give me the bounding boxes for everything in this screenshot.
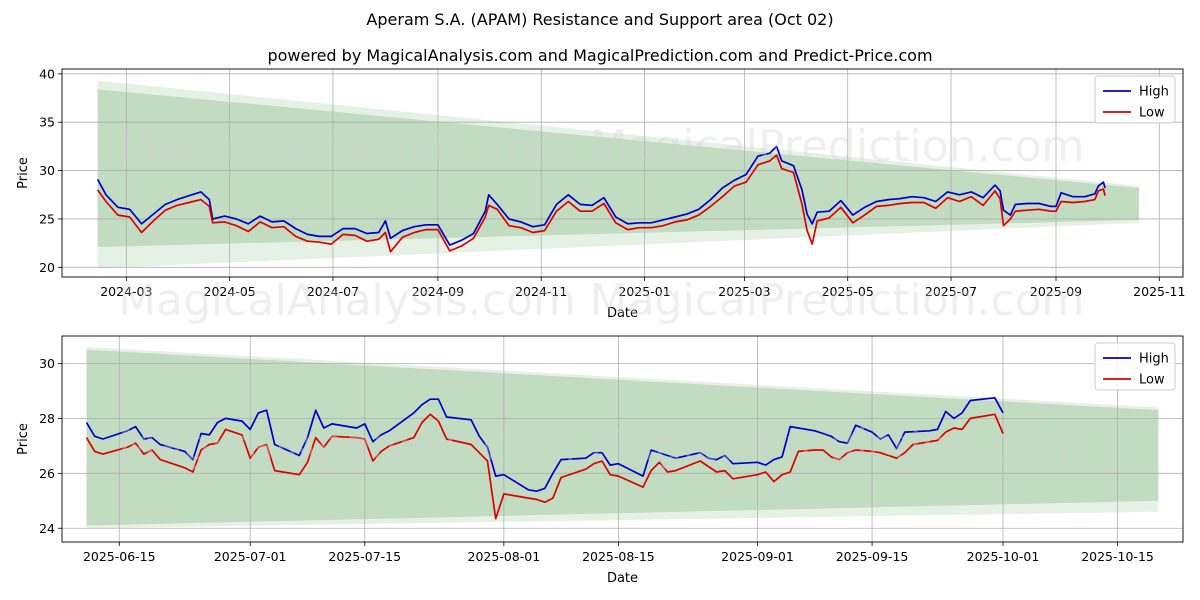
y-tick-label: 30 (39, 163, 55, 178)
series-line-low (96, 154, 1106, 253)
x-tick-label: 2025-09-01 (721, 549, 794, 564)
y-tick-label: 25 (39, 211, 55, 226)
watermark-text: MagicalPrediction.com (590, 275, 1085, 326)
series-line-high (96, 145, 1106, 246)
series-line-low (85, 413, 1004, 520)
watermark-text: MagicalPrediction.com (590, 420, 1085, 471)
x-axis-label: Date (607, 571, 638, 586)
x-tick-label: 2025-11 (1133, 284, 1185, 299)
x-tick-label: 2025-07-15 (328, 549, 401, 564)
chart-title: Aperam S.A. (APAM) Resistance and Suppor… (366, 10, 834, 29)
x-tick-label: 2024-11 (515, 284, 567, 299)
x-tick-label: 2025-01 (618, 284, 670, 299)
x-tick-label: 2024-07 (307, 284, 359, 299)
x-tick-label: 2025-03 (718, 284, 770, 299)
x-tick-label: 2025-10-15 (1081, 549, 1154, 564)
watermark-text: MagicalAnalysis.com (118, 275, 576, 326)
legend-label-high: High (1139, 85, 1169, 100)
x-tick-label: 2025-09 (1030, 284, 1082, 299)
x-tick-label: 2024-05 (204, 284, 256, 299)
x-tick-label: 2025-05 (822, 284, 874, 299)
x-tick-label: 2025-08-15 (582, 549, 655, 564)
legend-label-high: High (1139, 352, 1169, 367)
y-tick-label: 40 (39, 66, 55, 81)
y-tick-label: 30 (39, 356, 55, 371)
series-line-high (85, 396, 1004, 493)
x-tick-label: 2025-07-01 (214, 549, 287, 564)
resistance-support-band-outer (97, 80, 1139, 269)
legend-label-low: Low (1139, 106, 1165, 121)
axes-frame (61, 68, 1184, 278)
x-tick-label: 2024-03 (100, 284, 152, 299)
x-tick-label: 2025-07 (925, 284, 977, 299)
y-tick-label: 28 (39, 411, 55, 426)
x-tick-label: 2024-09 (412, 284, 464, 299)
x-tick-label: 2025-06-15 (83, 549, 156, 564)
y-axis-label: Price (16, 157, 31, 189)
panel-bottom: 2025-06-15 2025-07-01 2025-07-15 2025-08-01… (16, 335, 1184, 586)
x-tick-label: 2025-10-01 (967, 549, 1040, 564)
y-tick-label: 26 (39, 466, 55, 481)
x-tick-label: 2025-08-01 (468, 549, 541, 564)
y-tick-label: 20 (39, 260, 55, 275)
y-tick-label: 35 (39, 115, 55, 130)
y-axis-label: Price (16, 423, 31, 455)
axes-frame (61, 335, 1184, 543)
watermark-text: MagicalAnalysis.com (118, 420, 576, 471)
resistance-support-band-inner (86, 349, 1159, 526)
watermark-text: MagicalPrediction.com (590, 121, 1085, 172)
x-tick-label: 2025-09-15 (836, 549, 909, 564)
legend-label-low: Low (1139, 373, 1165, 388)
y-tick-label: 24 (39, 521, 55, 536)
chart-subtitle: powered by MagicalAnalysis.com and Magic… (267, 46, 933, 65)
resistance-support-band-inner (97, 89, 1139, 248)
resistance-support-band-outer (86, 346, 1159, 529)
panel-top: 2024-03 2024-05 2024-07 2024-09 2024-11 2025-… (16, 66, 1185, 321)
watermark-text: MagicalAnalysis.com (118, 121, 576, 172)
x-axis-label: Date (607, 306, 638, 321)
